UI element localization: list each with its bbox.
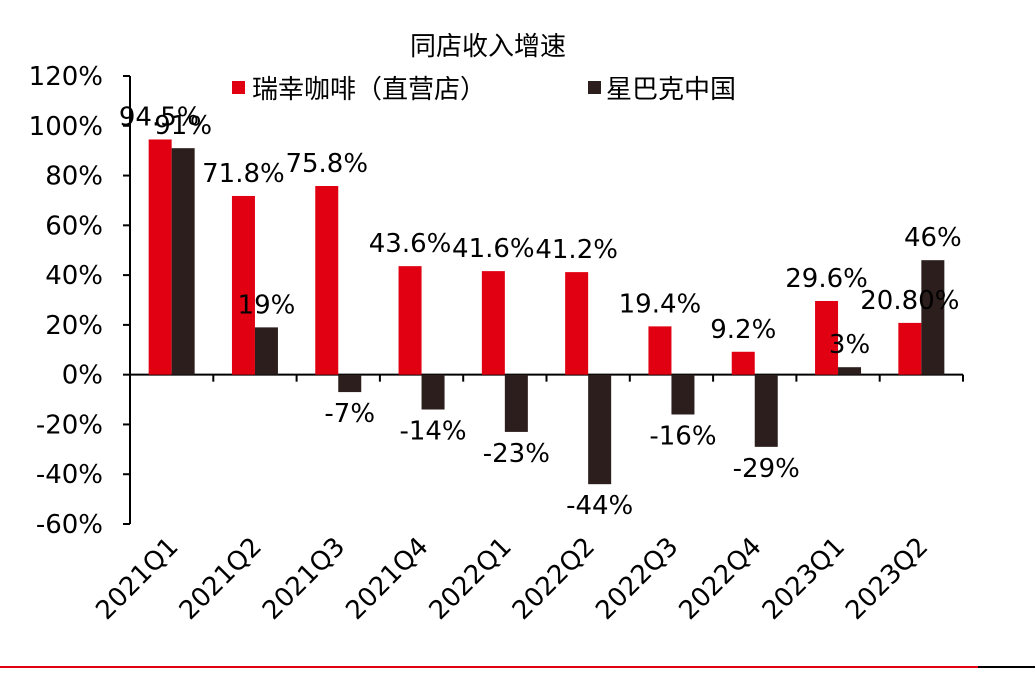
data-label-luckin: 20.80% [860, 286, 959, 316]
y-tick-label: 100% [29, 112, 103, 142]
data-label-luckin: 19.4% [619, 289, 702, 319]
y-tick-label: 0% [62, 361, 103, 391]
x-tick-label: 2023Q2 [840, 532, 934, 626]
legend-swatch-luckin [232, 81, 245, 94]
x-tick-label: 2023Q1 [757, 532, 851, 626]
y-tick-label: 20% [45, 311, 103, 341]
data-labels: 94.5%71.8% 75.8% 43.6% 41.6% 41.2%19.4% 9.2% 2… [119, 102, 962, 521]
data-label-starbucks: 46% [904, 223, 962, 253]
data-label-starbucks: -7% [324, 399, 375, 429]
x-tick-label: 2022Q4 [674, 532, 768, 626]
bar-starbucks [921, 260, 945, 375]
x-tick-label: 2022Q3 [590, 532, 684, 626]
data-label-starbucks: 19% [238, 290, 296, 320]
y-tick-label: 120% [29, 62, 103, 92]
bar-starbucks [504, 374, 528, 432]
legend: 瑞幸咖啡（直营店） 星巴克中国 [232, 75, 736, 105]
x-tick-label: 2022Q1 [424, 532, 518, 626]
data-label-starbucks: -14% [399, 417, 466, 447]
x-tick-label: 2021Q4 [340, 532, 434, 626]
bar-starbucks [254, 327, 278, 375]
bar-luckin [148, 139, 172, 375]
data-label-luckin: 29.6% [785, 264, 868, 294]
data-label-luckin: 94.5% [119, 102, 202, 132]
y-tick-label: 40% [45, 261, 103, 291]
bar-luckin [565, 272, 589, 375]
y-tick-label: 80% [45, 162, 103, 192]
data-label-starbucks: 91% [154, 111, 212, 141]
data-label-luckin: 41.2% [535, 235, 618, 265]
bar-luckin [481, 271, 505, 375]
bar-luckin [815, 300, 839, 375]
bar-starbucks [338, 374, 362, 393]
data-label-luckin: 41.6% [452, 234, 535, 264]
y-tick-label: -60% [36, 510, 103, 540]
bar-luckin [315, 186, 339, 375]
data-label-luckin: 71.8% [202, 159, 285, 189]
data-label-starbucks: -29% [733, 454, 800, 484]
data-label-starbucks: -16% [649, 421, 716, 451]
data-label-luckin: 9.2% [710, 315, 776, 345]
bar-starbucks [838, 367, 862, 375]
bar-starbucks [671, 374, 695, 415]
y-tick-label: -40% [36, 460, 103, 490]
bar-luckin [648, 326, 672, 375]
x-tick-label: 2021Q3 [257, 532, 351, 626]
bar-starbucks [421, 374, 445, 410]
bar-luckin [731, 351, 755, 375]
chart-title: 同店收入增速 [410, 32, 566, 62]
data-label-starbucks: -44% [566, 491, 633, 521]
bar-starbucks [754, 374, 778, 447]
data-label-luckin: 43.6% [369, 229, 452, 259]
x-tick-label: 2021Q2 [174, 532, 268, 626]
data-label-starbucks: -23% [483, 439, 550, 469]
legend-swatch-starbucks [588, 81, 601, 94]
y-tick-label: 60% [45, 211, 103, 241]
data-label-luckin: 75.8% [285, 149, 368, 179]
bar-starbucks [171, 148, 195, 375]
bar-luckin [231, 195, 255, 375]
bar-luckin [398, 266, 422, 375]
legend-label-starbucks: 星巴克中国 [606, 75, 736, 105]
bars [148, 139, 945, 485]
bar-starbucks [588, 374, 612, 485]
y-tick-label: -20% [36, 410, 103, 440]
bar-luckin [898, 322, 922, 375]
data-label-starbucks: 3% [829, 330, 870, 360]
x-tick-label: 2022Q2 [507, 532, 601, 626]
legend-label-luckin: 瑞幸咖啡（直营店） [252, 75, 486, 105]
x-tick-label: 2021Q1 [90, 532, 184, 626]
